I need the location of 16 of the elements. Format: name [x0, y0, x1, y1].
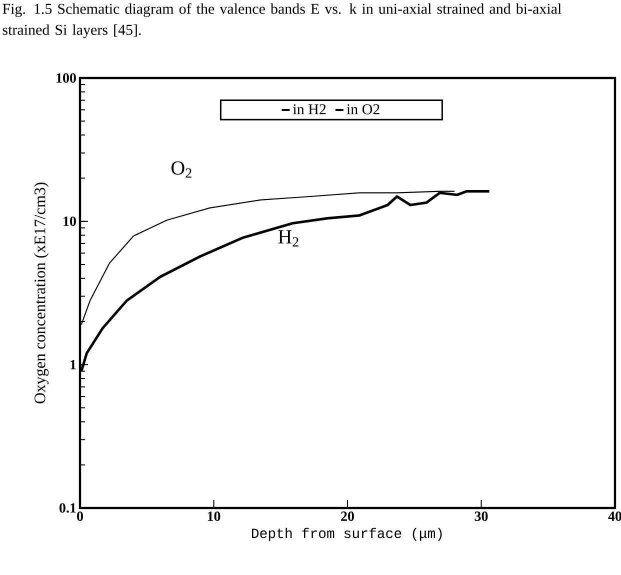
legend-label: in H2 [293, 104, 326, 114]
y-tick-label: 10 [64, 216, 76, 226]
x-tick-label: 20 [341, 512, 354, 521]
chart-title: Fig. 1.5 Schematic diagram of the valence bands E vs. k in uni-axial strained and bi-axial strained Si layers [45]. [2, 3, 562, 38]
annotation: O$_{2}$ [172, 161, 192, 178]
x-axis-title: Depth from surface (μm) [252, 528, 442, 541]
x-tick-label: 10 [208, 512, 220, 521]
x-tick-label: 30 [474, 512, 488, 521]
x-tick-label: 40 [608, 512, 621, 521]
y-axis-title: Oxygen concentration (xE17/cm3) [34, 182, 49, 404]
y-tick-label: 0.1 [60, 503, 76, 513]
annotation: H$_{2}$ [278, 230, 298, 246]
x-tick-label: 0 [77, 512, 83, 521]
legend-label: in O2 [346, 104, 380, 114]
y-tick-label: 1 [70, 360, 76, 370]
y-tick-label: 100 [56, 73, 76, 83]
